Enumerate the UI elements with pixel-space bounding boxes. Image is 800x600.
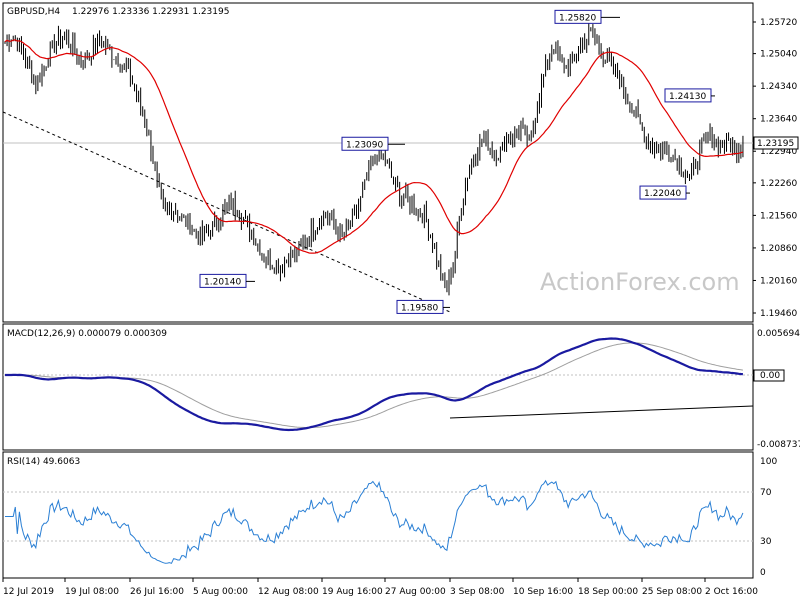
- macd-tick-top: 0.005694: [757, 329, 800, 339]
- price-tick-label: 1.22260: [760, 179, 797, 189]
- time-tick-label: 10 Sep 16:00: [513, 587, 573, 597]
- time-tick-label: 26 Jul 16:00: [130, 587, 184, 597]
- time-tick-label: 3 Sep 08:00: [450, 587, 505, 597]
- price-tick-label: 1.23640: [760, 115, 797, 125]
- macd-main-line: [5, 337, 743, 432]
- price-tick-label: 1.19460: [760, 309, 797, 319]
- price-tick-label: 1.21560: [760, 211, 797, 221]
- annotation-label: 1.23090: [346, 140, 383, 150]
- annotation-label: 1.19580: [401, 303, 438, 313]
- macd-trendline: [449, 405, 754, 419]
- annotation-label: 1.22040: [644, 189, 681, 199]
- rsi-tick-100: 100: [760, 457, 777, 467]
- macd-zero-box: [753, 369, 785, 382]
- rsi-panel-frame: [2, 451, 754, 579]
- rsi-tick-70: 70: [760, 488, 772, 498]
- time-tick-label: 27 Aug 00:00: [385, 587, 446, 597]
- price-tick-label: 1.20160: [760, 276, 797, 286]
- price-axis: 1.25720 1.25040 1.24340 1.23640 1.22940 1.222…: [753, 18, 797, 319]
- time-tick-label: 19 Aug 16:00: [322, 587, 383, 597]
- rsi-tick-0: 0: [760, 568, 766, 578]
- macd-label: MACD(12,26,9) 0.000079 0.000309: [7, 329, 167, 339]
- annotation-box: [554, 9, 602, 24]
- price-tick-label: 1.20860: [760, 244, 797, 254]
- annotation-label: 1.24130: [669, 92, 706, 102]
- current-price-label: 1.23195: [757, 139, 794, 149]
- time-tick-label: 18 Sep 00:00: [578, 587, 638, 597]
- watermark: ActionForex.com: [540, 268, 740, 296]
- price-tick-label: 1.22940: [760, 147, 797, 157]
- annotation-label: 1.20140: [204, 277, 241, 287]
- time-tick-label: 12 Jul 2019: [3, 587, 54, 597]
- trendline: [2, 111, 451, 313]
- price-tick-label: 1.24340: [760, 82, 797, 92]
- price-bars: [4, 21, 744, 296]
- rsi-label: RSI(14) 49.6063: [7, 457, 80, 467]
- macd-tick-zero: 0.00: [760, 371, 780, 381]
- macd-signal-line: [5, 342, 743, 429]
- rsi-tick-30: 30: [760, 537, 772, 547]
- time-tick-label: 25 Sep 08:00: [642, 587, 702, 597]
- symbol-label: GBPUSD,H4: [7, 7, 60, 17]
- price-annotations: 1.25820 1.24130 1.23090 1.22040 1.20140 1.195…: [199, 9, 715, 314]
- price-tick-label: 1.25040: [760, 50, 797, 60]
- annotation-label: 1.25820: [559, 13, 596, 23]
- time-tick-label: 2 Oct 16:00: [705, 587, 758, 597]
- price-panel-frame: [2, 2, 754, 323]
- current-price-box: [753, 136, 799, 150]
- time-tick-label: 12 Aug 08:00: [258, 587, 319, 597]
- rsi-line: [5, 479, 744, 564]
- time-axis: 12 Jul 2019 19 Jul 08:00 26 Jul 16:00 5 Aug…: [2, 578, 758, 597]
- moving-average-line: [4, 39, 744, 254]
- time-tick-label: 19 Jul 08:00: [65, 587, 119, 597]
- ohlc-label: 1.22976 1.23336 1.22931 1.23195: [72, 7, 229, 17]
- macd-panel-frame: [2, 323, 754, 451]
- time-tick-label: 5 Aug 00:00: [193, 587, 248, 597]
- macd-tick-bottom: -0.008737: [757, 440, 800, 450]
- price-tick-label: 1.25720: [760, 18, 797, 28]
